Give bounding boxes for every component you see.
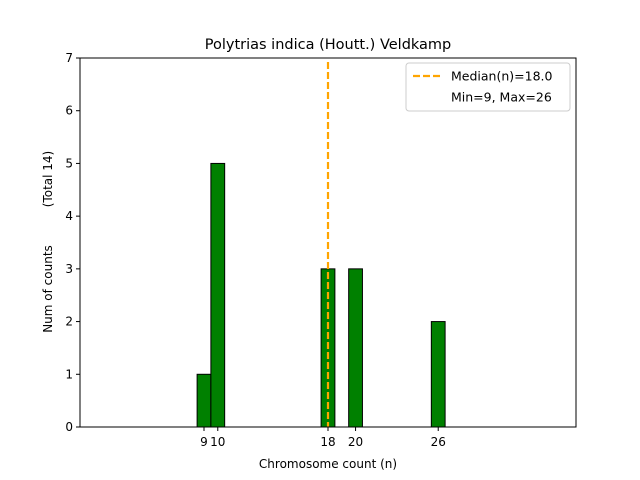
y-tick-label-7: 7 <box>65 51 73 65</box>
legend-range-note: Min=9, Max=26 <box>451 90 552 105</box>
x-tick-label-20: 20 <box>348 435 363 449</box>
bar-n-9 <box>196 373 212 428</box>
y-tick-label-6: 6 <box>65 104 73 118</box>
bar-n-20 <box>348 268 363 428</box>
x-axis-ticks: 9 10 18 20 26 <box>200 427 446 449</box>
y-tick-label-5: 5 <box>65 156 73 170</box>
y-tick-label-1: 1 <box>65 367 73 381</box>
x-axis-label: Chromosome count (n) <box>259 457 397 471</box>
x-tick-label-26: 26 <box>431 435 446 449</box>
y-tick-label-3: 3 <box>65 262 73 276</box>
chart-title: Polytrias indica (Houtt.) Veldkamp <box>205 37 452 53</box>
bars-group <box>196 162 487 428</box>
x-tick-label-9: 9 <box>200 435 208 449</box>
y-tick-label-2: 2 <box>65 315 73 329</box>
y-axis-label: Num of counts <box>41 245 55 333</box>
x-tick-label-10: 10 <box>210 435 225 449</box>
y-axis-total-note: (Total 14) <box>41 151 55 207</box>
y-tick-label-4: 4 <box>65 209 73 223</box>
y-tick-label-0: 0 <box>65 420 73 434</box>
x-tick-label-18: 18 <box>320 435 335 449</box>
legend-frame <box>405 62 571 112</box>
bar-n-10 <box>210 162 226 428</box>
bar-n-26 <box>430 321 446 428</box>
legend-median-label: Median(n)=18.0 <box>451 69 552 84</box>
legend: Median(n)=18.0 Min=9, Max=26 <box>405 62 571 112</box>
y-axis-ticks: 0 1 2 3 4 5 6 7 <box>65 51 80 434</box>
